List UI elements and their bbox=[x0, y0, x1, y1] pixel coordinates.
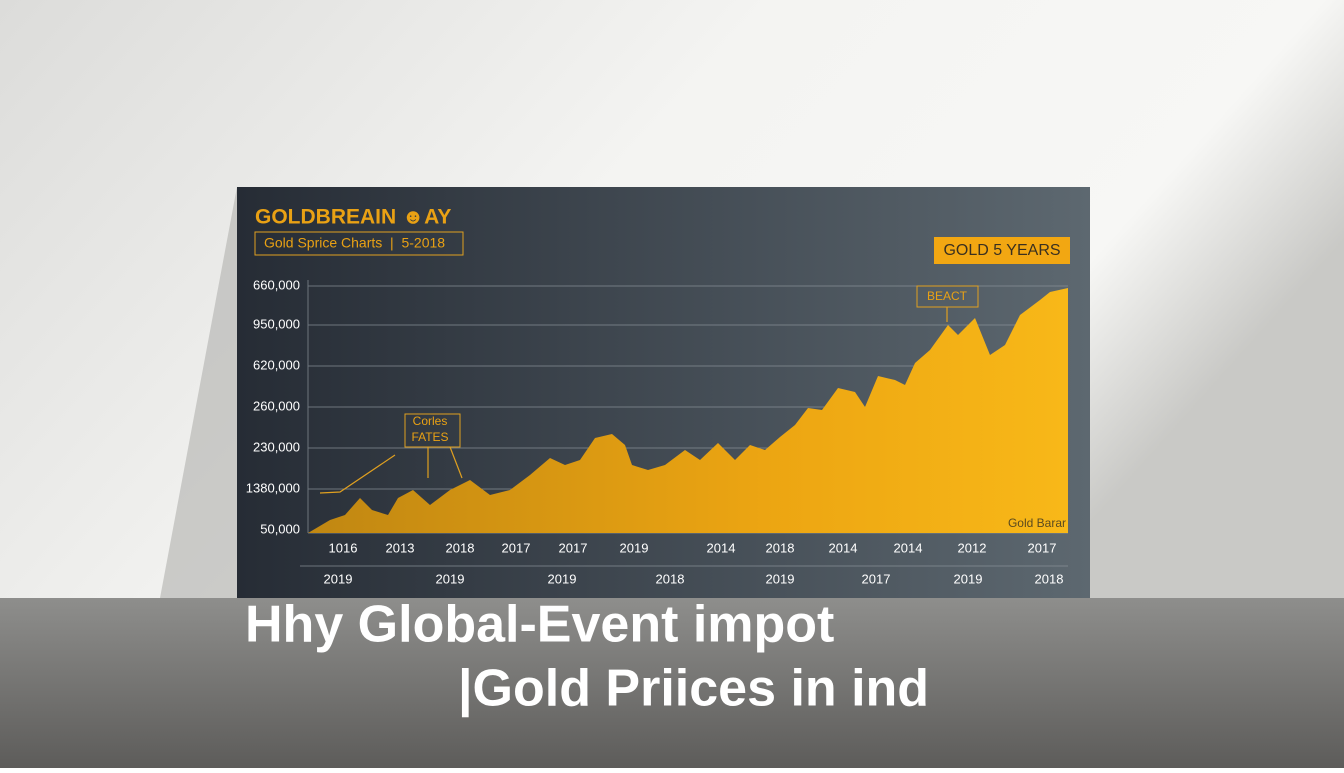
gold-area bbox=[308, 288, 1068, 533]
annotation-leader bbox=[449, 446, 463, 479]
annotation: FATES bbox=[411, 430, 448, 444]
badge bbox=[934, 237, 1070, 264]
x-label: 2017 bbox=[1028, 540, 1057, 555]
y-label: 50,000 bbox=[260, 521, 300, 536]
annotation: Corles bbox=[413, 414, 448, 428]
corner-note: Gold Barar bbox=[1008, 516, 1066, 530]
headline: Hhy Global-Event impot bbox=[245, 596, 834, 654]
annotation-box bbox=[404, 413, 461, 448]
y-label: 620,000 bbox=[253, 357, 300, 372]
y-label: 950,000 bbox=[253, 316, 300, 331]
x-label: 2017 bbox=[502, 540, 531, 555]
x-label: 2013 bbox=[386, 540, 415, 555]
annotation-box bbox=[916, 285, 979, 308]
annotation-leader bbox=[319, 454, 396, 494]
x-label: 2017 bbox=[862, 571, 891, 586]
x-label: 2018 bbox=[1035, 571, 1064, 586]
x-label: 2014 bbox=[707, 540, 736, 555]
subtitle-box bbox=[254, 231, 464, 256]
board-title: GOLDBREAIN ☻AY bbox=[255, 206, 451, 229]
x-label: 2012 bbox=[958, 540, 987, 555]
y-label: 260,000 bbox=[253, 398, 300, 413]
annotation: BEACT bbox=[927, 289, 968, 303]
floor bbox=[0, 598, 1344, 768]
x-label: 2019 bbox=[324, 571, 353, 586]
x-label: 2019 bbox=[620, 540, 649, 555]
shadow bbox=[160, 187, 237, 598]
x-label: 2019 bbox=[548, 571, 577, 586]
x-label: 2014 bbox=[894, 540, 923, 555]
badge-text: GOLD 5 YEARS bbox=[943, 242, 1060, 259]
y-label: 660,000 bbox=[253, 277, 300, 292]
y-label: 1380,000 bbox=[246, 480, 300, 495]
board-subtitle: Gold Sprice Charts | 5-2018 bbox=[264, 235, 445, 251]
x-label: 2014 bbox=[829, 540, 858, 555]
headline: |Gold Priices in ind bbox=[458, 660, 929, 718]
x-label: 2019 bbox=[436, 571, 465, 586]
x-label: 2018 bbox=[766, 540, 795, 555]
x-label: 2018 bbox=[656, 571, 685, 586]
x-label: 1016 bbox=[329, 540, 358, 555]
x-label: 2019 bbox=[954, 571, 983, 586]
x-label: 2018 bbox=[446, 540, 475, 555]
x-label: 2017 bbox=[559, 540, 588, 555]
x-label: 2019 bbox=[766, 571, 795, 586]
y-label: 230,000 bbox=[253, 439, 300, 454]
